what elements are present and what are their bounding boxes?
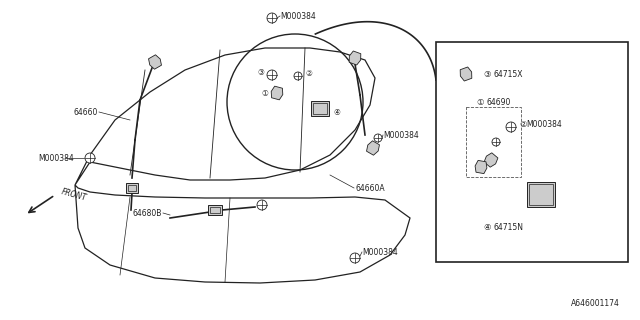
Circle shape xyxy=(506,122,516,132)
Text: ②: ② xyxy=(305,68,312,77)
Polygon shape xyxy=(349,51,361,65)
Bar xyxy=(208,205,222,215)
Text: 64715N: 64715N xyxy=(493,222,523,231)
Polygon shape xyxy=(367,141,380,155)
Bar xyxy=(527,181,555,206)
Text: 64660: 64660 xyxy=(74,108,98,116)
Text: M000384: M000384 xyxy=(362,247,397,257)
Bar xyxy=(313,102,327,114)
Polygon shape xyxy=(460,67,472,81)
Text: M000384: M000384 xyxy=(383,131,419,140)
Text: ③: ③ xyxy=(257,68,264,76)
Text: ①: ① xyxy=(477,98,484,107)
Polygon shape xyxy=(271,86,283,100)
Circle shape xyxy=(294,72,302,80)
Text: M000384: M000384 xyxy=(38,154,74,163)
Bar xyxy=(436,42,628,262)
Text: ①: ① xyxy=(261,89,268,98)
Circle shape xyxy=(350,253,360,263)
Circle shape xyxy=(492,138,500,146)
Text: ②: ② xyxy=(519,119,527,129)
Text: 64660A: 64660A xyxy=(355,183,385,193)
Text: ④: ④ xyxy=(483,222,491,231)
Bar xyxy=(128,185,136,191)
Text: A646001174: A646001174 xyxy=(571,299,620,308)
Text: M000384: M000384 xyxy=(280,12,316,20)
Text: FRONT: FRONT xyxy=(60,187,88,203)
Text: 64690: 64690 xyxy=(486,98,510,107)
Circle shape xyxy=(267,13,277,23)
Circle shape xyxy=(257,200,267,210)
Polygon shape xyxy=(148,55,161,69)
Text: ④: ④ xyxy=(333,108,340,116)
Text: ③: ③ xyxy=(483,69,491,78)
Polygon shape xyxy=(484,153,498,167)
Circle shape xyxy=(85,153,95,163)
Bar xyxy=(466,107,521,177)
Bar xyxy=(529,183,553,204)
Text: M000384: M000384 xyxy=(526,119,562,129)
Bar xyxy=(210,207,220,213)
Text: 64715X: 64715X xyxy=(493,69,522,78)
Text: 64680B: 64680B xyxy=(132,209,162,218)
Bar xyxy=(126,183,138,193)
Circle shape xyxy=(267,70,277,80)
Bar xyxy=(311,100,329,116)
Polygon shape xyxy=(475,160,487,174)
Circle shape xyxy=(374,134,382,142)
